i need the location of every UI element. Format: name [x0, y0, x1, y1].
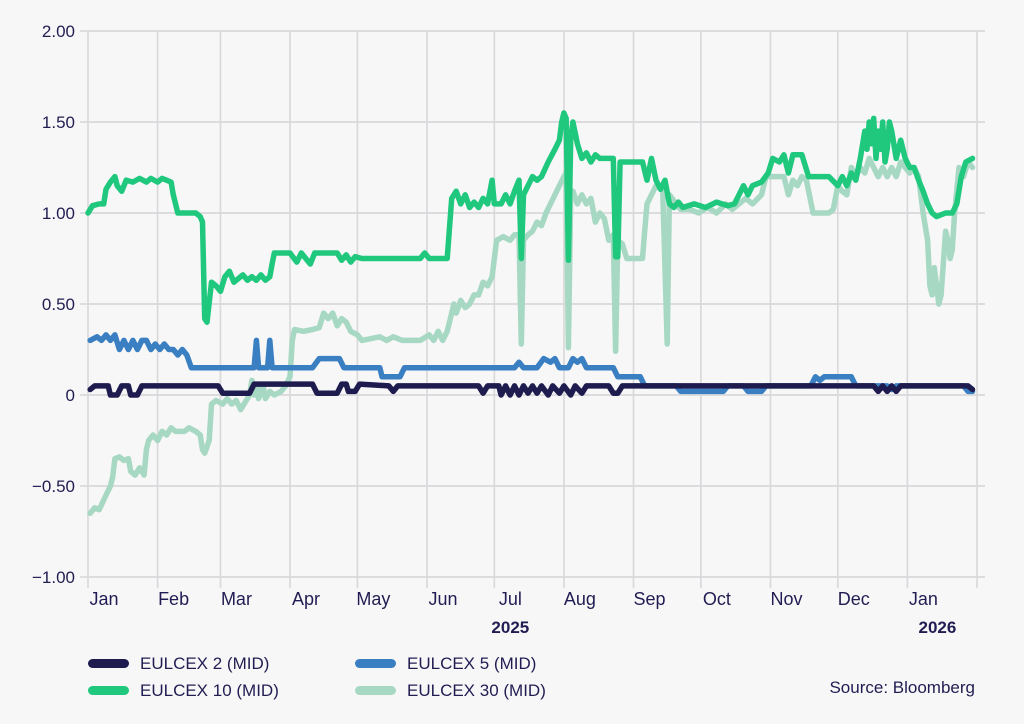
legend-label-eulcex-10: EULCEX 10 (MID) [140, 680, 279, 700]
x-tick-label: Feb [158, 589, 189, 609]
y-tick-label: 1.00 [42, 204, 75, 223]
y-tick-label: −0.50 [32, 477, 75, 496]
x-tick-label: Oct [703, 589, 731, 609]
y-tick-label: 0 [66, 386, 75, 405]
legend-item-eulcex-2[interactable]: EULCEX 2 (MID) [88, 650, 355, 677]
x-year-label: 2026 [918, 618, 956, 637]
y-tick-label: 2.00 [42, 22, 75, 41]
x-tick-label: Jan [909, 589, 938, 609]
y-tick-label: 1.50 [42, 113, 75, 132]
x-tick-label: May [356, 589, 390, 609]
legend-label-eulcex-2: EULCEX 2 (MID) [140, 653, 270, 673]
x-tick-label: Jun [428, 589, 457, 609]
legend-item-eulcex-30[interactable]: EULCEX 30 (MID) [355, 677, 546, 704]
legend-label-eulcex-30: EULCEX 30 (MID) [407, 680, 546, 700]
legend-label-eulcex-5: EULCEX 5 (MID) [407, 653, 537, 673]
x-tick-label: Sep [634, 589, 666, 609]
legend-item-eulcex-5[interactable]: EULCEX 5 (MID) [355, 650, 546, 677]
source-label: Source: Bloomberg [829, 678, 975, 697]
x-tick-label: Aug [564, 589, 596, 609]
series-line-eulcex-30-mid [87, 155, 976, 517]
x-tick-label: Mar [221, 589, 252, 609]
x-tick-label: Apr [292, 589, 320, 609]
legend-column-left: EULCEX 2 (MID) EULCEX 10 (MID) [88, 650, 355, 704]
legend-swatch-eulcex-5 [355, 659, 396, 668]
x-tick-label: Jul [499, 589, 522, 609]
series-line-eulcex-5-mid [87, 332, 976, 395]
x-tick-label: Jan [89, 589, 118, 609]
series-line-eulcex-10-mid [85, 110, 976, 325]
y-tick-label: 0.50 [42, 295, 75, 314]
legend-swatch-eulcex-10 [88, 686, 129, 695]
x-year-label: 2025 [491, 618, 529, 637]
legend-column-right: EULCEX 5 (MID) EULCEX 30 (MID) [355, 650, 546, 704]
legend-swatch-eulcex-30 [355, 686, 396, 695]
legend-swatch-eulcex-2 [88, 659, 129, 668]
x-tick-label: Dec [838, 589, 870, 609]
series-line-eulcex-2-mid [87, 381, 976, 398]
legend-item-eulcex-10[interactable]: EULCEX 10 (MID) [88, 677, 355, 704]
chart-legend: EULCEX 2 (MID) EULCEX 10 (MID) EULCEX 5 … [88, 650, 546, 704]
y-tick-label: −1.00 [32, 568, 75, 587]
x-tick-label: Nov [770, 589, 802, 609]
